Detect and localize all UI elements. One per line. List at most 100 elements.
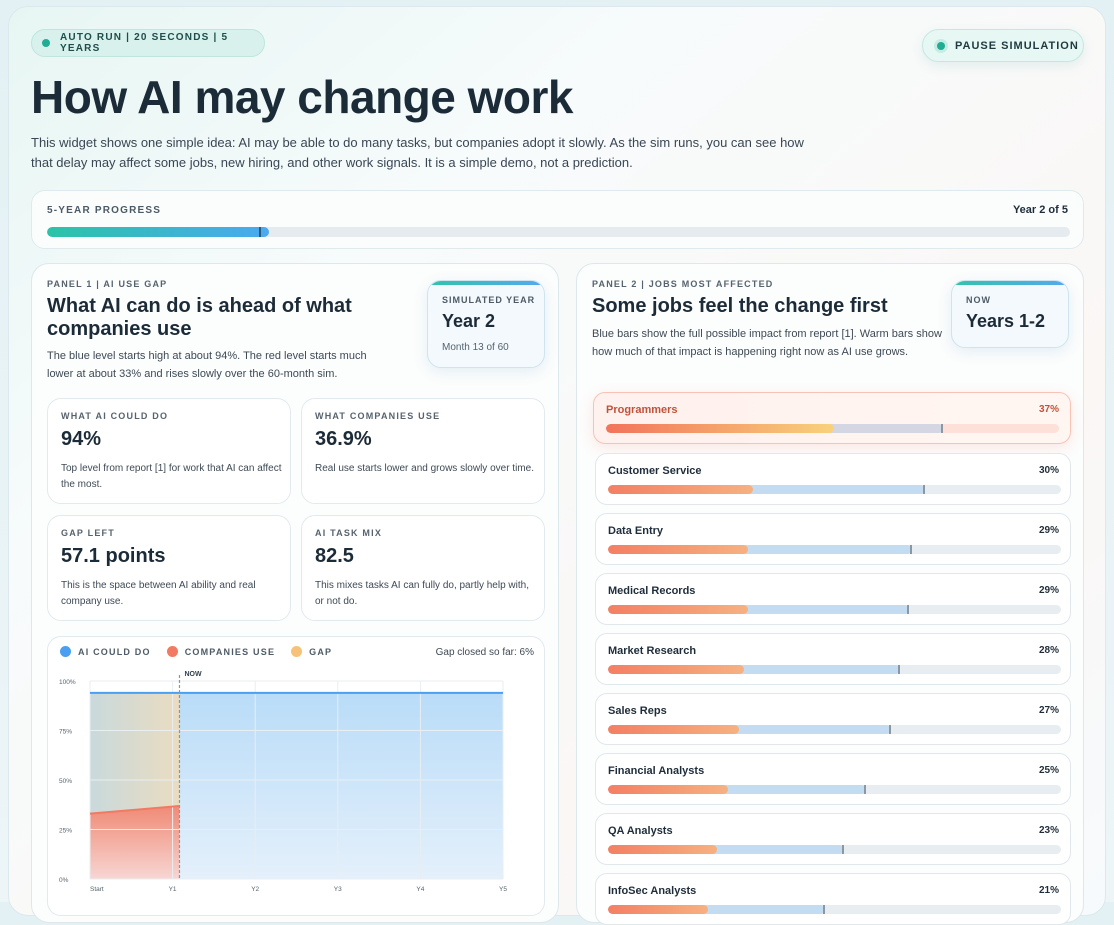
- panel-ai-use-gap: PANEL 1 | AI USE GAP What AI can do is a…: [31, 263, 559, 923]
- job-impact-marker: [907, 605, 910, 614]
- gap-area: [90, 692, 180, 814]
- stat-value: 82.5: [315, 545, 354, 567]
- chart-legend: AI COULD DO COMPANIES USE GAP: [60, 646, 348, 657]
- stat-value: 36.9%: [315, 428, 372, 450]
- stat-value: 94%: [61, 428, 102, 450]
- job-full-impact-bar: [608, 785, 867, 794]
- y-tick-label: 0%: [59, 877, 69, 884]
- pause-dot-icon: [937, 41, 945, 50]
- panel2-eyebrow: PANEL 2 | JOBS MOST AFFECTED: [592, 279, 774, 289]
- job-current-impact-bar: [608, 845, 717, 854]
- legend-companies-use: COMPANIES USE: [166, 646, 276, 657]
- job-impact-marker: [898, 665, 901, 674]
- job-current-impact-bar: [608, 605, 749, 614]
- job-percent: 25%: [1038, 765, 1059, 776]
- job-row: Financial Analysts 25%: [595, 753, 1071, 805]
- job-percent: 29%: [1038, 585, 1059, 596]
- job-impact-marker: [823, 905, 826, 914]
- panel-jobs-affected: PANEL 2 | JOBS MOST AFFECTED Some jobs f…: [576, 263, 1084, 925]
- now-years-card: NOW Years 1-2: [951, 280, 1069, 348]
- progress-fill: [47, 227, 269, 237]
- stat-ai-could-do: WHAT AI COULD DO 94% Top level from repo…: [47, 398, 291, 504]
- job-full-impact-bar: [608, 725, 892, 734]
- x-tick-label: Y4: [416, 886, 424, 893]
- panel1-desc: The blue level starts high at about 94%.…: [47, 350, 367, 380]
- job-impact-track: [608, 545, 1061, 554]
- progress-card: 5-YEAR PROGRESS Year 2 of 5: [31, 190, 1084, 249]
- simulated-month: Month 13 of 60: [442, 342, 509, 353]
- job-full-impact-bar: [608, 545, 912, 554]
- job-impact-track: [608, 605, 1061, 614]
- job-name: Medical Records: [608, 585, 696, 597]
- job-percent: 37%: [1038, 404, 1059, 415]
- panel2-desc: Blue bars show the full possible impact …: [592, 328, 942, 358]
- job-name: Market Research: [608, 645, 697, 657]
- job-impact-track: [608, 665, 1061, 674]
- stat-desc: Real use starts lower and grows slowly o…: [315, 463, 534, 474]
- y-tick-label: 50%: [59, 778, 72, 785]
- pause-simulation-label: PAUSE SIMULATION: [955, 39, 1079, 52]
- job-name: Sales Reps: [608, 705, 667, 717]
- job-row: Sales Reps 27%: [595, 693, 1071, 745]
- y-tick-label: 75%: [59, 729, 72, 736]
- stat-ai-task-mix: AI TASK MIX 82.5 This mixes tasks AI can…: [301, 515, 545, 621]
- intro-text: This widget shows one simple idea: AI ma…: [31, 135, 804, 170]
- job-current-impact-bar: [608, 785, 729, 794]
- job-impact-track: [608, 485, 1061, 494]
- job-full-impact-bar: [608, 485, 926, 494]
- job-impact-marker: [941, 424, 944, 433]
- job-impact-track: [606, 424, 1059, 433]
- legend-blue-dot-icon: [60, 646, 71, 657]
- job-impact-marker: [923, 485, 926, 494]
- simulated-year-label: SIMULATED YEAR: [442, 295, 536, 305]
- job-percent: 28%: [1038, 645, 1059, 656]
- now-label: NOW: [966, 295, 991, 305]
- job-percent: 30%: [1038, 465, 1059, 476]
- job-current-impact-bar: [608, 485, 753, 494]
- auto-run-badge: AUTO RUN | 20 SECONDS | 5 YEARS: [31, 29, 265, 57]
- job-current-impact-bar: [608, 905, 708, 914]
- job-percent: 27%: [1038, 705, 1059, 716]
- job-name: Data Entry: [608, 525, 664, 537]
- stat-label: AI TASK MIX: [315, 528, 383, 538]
- legend-label: GAP: [309, 646, 333, 657]
- stat-value: 57.1 points: [61, 545, 166, 567]
- job-current-impact-bar: [608, 665, 744, 674]
- progress-year: Year 2 of 5: [1012, 204, 1068, 216]
- x-tick-label: Y1: [169, 886, 177, 893]
- job-name: Financial Analysts: [608, 765, 705, 777]
- job-percent: 21%: [1038, 885, 1059, 896]
- companies-use-area: [90, 805, 180, 879]
- job-name: QA Analysts: [608, 825, 673, 837]
- auto-run-badge-label: AUTO RUN | 20 SECONDS | 5 YEARS: [60, 32, 229, 54]
- companies-use-line: [89, 804, 180, 815]
- job-row: InfoSec Analysts 21%: [595, 873, 1071, 925]
- page-title: How AI may change work: [31, 71, 574, 123]
- ai-gap-chart-card: AI COULD DO COMPANIES USE GAP Gap closed…: [47, 636, 545, 916]
- panel1-title: What AI can do is ahead of what companie…: [47, 295, 352, 340]
- job-percent: 23%: [1038, 825, 1059, 836]
- status-dot-icon: [42, 39, 50, 47]
- job-impact-marker: [909, 545, 912, 554]
- legend-yellow-dot-icon: [291, 646, 303, 657]
- x-tick-label: Y3: [334, 886, 342, 893]
- job-row: Market Research 28%: [595, 633, 1071, 685]
- job-impact-marker: [841, 845, 844, 854]
- ai-gap-chart: NOW 0% 25% 50% 75% 100% Start Y1 Y2 Y3 Y4 Y5: [59, 671, 507, 893]
- job-name: InfoSec Analysts: [608, 885, 697, 897]
- job-impact-track: [608, 905, 1061, 914]
- stat-companies-use: WHAT COMPANIES USE 36.9% Real use starts…: [301, 398, 545, 504]
- stat-desc: This mixes tasks AI can fully do, partly…: [315, 580, 529, 607]
- progress-track: [47, 227, 1070, 237]
- job-row: Data Entry 29%: [595, 513, 1071, 565]
- pause-simulation-button[interactable]: PAUSE SIMULATION: [922, 29, 1084, 62]
- job-impact-track: [608, 845, 1061, 854]
- y-tick-label: 25%: [59, 828, 72, 835]
- job-percent: 29%: [1038, 525, 1059, 536]
- legend-label: COMPANIES USE: [184, 646, 276, 657]
- job-row: QA Analysts 23%: [595, 813, 1071, 865]
- now-marker-label: NOW: [184, 671, 202, 678]
- simulated-year-card: SIMULATED YEAR Year 2 Month 13 of 60: [427, 280, 545, 368]
- job-current-impact-bar: [608, 545, 749, 554]
- legend-red-dot-icon: [166, 646, 178, 657]
